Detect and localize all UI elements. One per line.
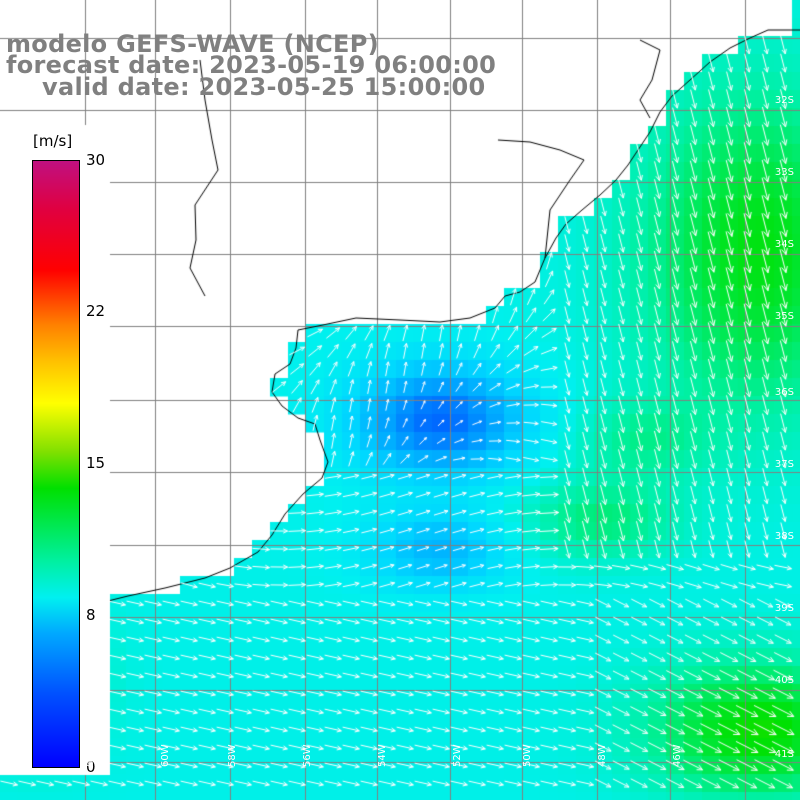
colorbar <box>32 160 80 768</box>
lon-label: 54W <box>377 744 388 767</box>
lon-label: 58W <box>227 744 238 767</box>
lat-label: 36S <box>774 387 794 398</box>
model-title: modelo GEFS-WAVE (NCEP) <box>6 30 379 58</box>
colorbar-tick-15: 15 <box>86 454 106 472</box>
lat-label: 37S <box>774 459 794 470</box>
colorbar-tick-8: 8 <box>86 606 96 624</box>
lon-label: 46W <box>672 744 683 767</box>
colorbar-tick-30: 30 <box>86 151 106 169</box>
forecast-date: forecast date: 2023-05-19 06:00:00 <box>6 51 497 79</box>
lat-label: 38S <box>774 531 794 542</box>
lon-label: 52W <box>452 744 463 767</box>
colorbar-tick-0: 0 <box>86 758 96 776</box>
lon-label: 60W <box>160 744 171 767</box>
lon-label: 50W <box>522 744 533 767</box>
colorbar-tick-22: 22 <box>86 302 106 320</box>
lon-label: 48W <box>597 744 608 767</box>
lat-label: 35S <box>774 311 794 322</box>
lat-label: 39S <box>774 603 794 614</box>
lat-label: 34S <box>774 239 794 250</box>
lat-label: 32S <box>774 95 794 106</box>
colorbar-units: [m/s] <box>33 132 73 150</box>
lon-label: 62W <box>85 744 96 767</box>
valid-date: valid date: 2023-05-25 15:00:00 <box>42 73 486 101</box>
lon-label: 64W <box>10 744 21 767</box>
lat-label: 40S <box>774 675 794 686</box>
lat-label: 41S <box>774 749 794 760</box>
lat-label: 33S <box>774 167 794 178</box>
lon-label: 56W <box>302 744 313 767</box>
